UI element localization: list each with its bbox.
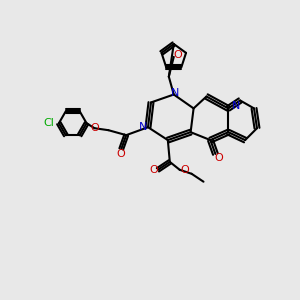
Text: O: O <box>150 165 158 175</box>
Text: N: N <box>139 122 147 132</box>
Text: O: O <box>174 50 182 60</box>
Text: O: O <box>116 149 125 159</box>
Text: N: N <box>232 101 240 111</box>
Text: O: O <box>214 153 223 163</box>
Text: O: O <box>90 123 99 133</box>
Text: N: N <box>171 88 179 98</box>
Text: Cl: Cl <box>44 118 54 128</box>
Text: O: O <box>180 165 189 175</box>
